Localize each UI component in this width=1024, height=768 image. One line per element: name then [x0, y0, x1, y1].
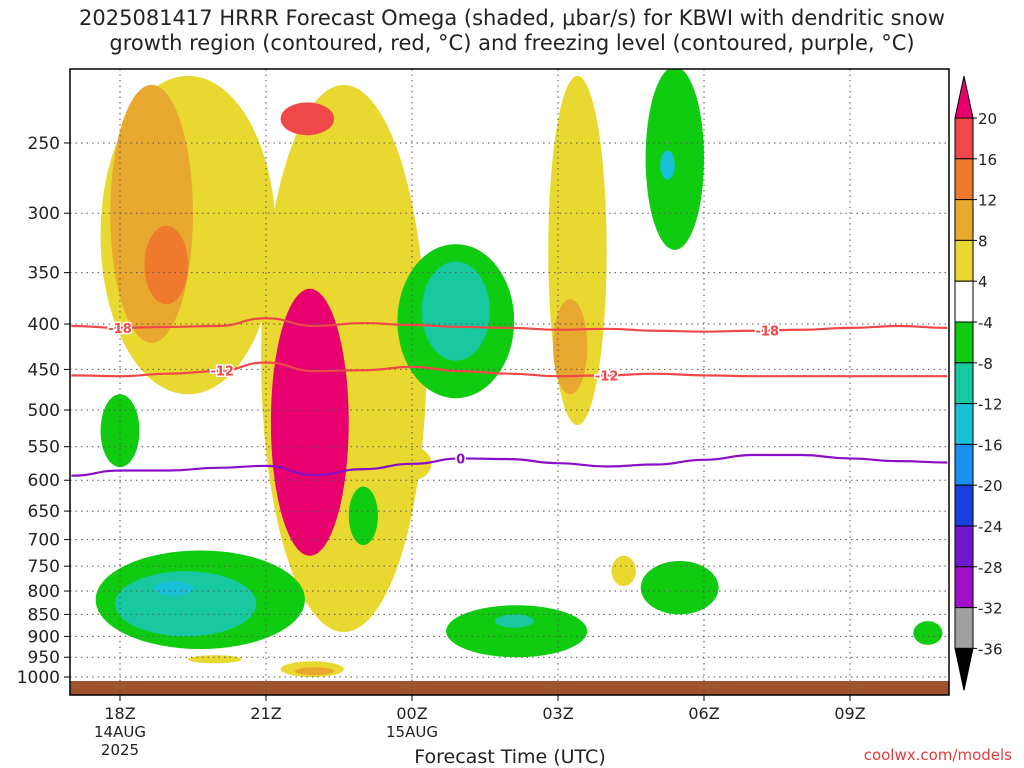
- omega-region-25: [295, 667, 335, 676]
- omega-region-5: [280, 102, 335, 136]
- colorbar-label: 16: [978, 151, 997, 169]
- ground-surface: [70, 681, 949, 695]
- colorbar-label: 4: [978, 273, 988, 291]
- x-tick-date-label: 14AUG: [94, 723, 146, 741]
- contour-label--18: -18: [108, 322, 132, 337]
- omega-region-18: [913, 621, 943, 645]
- x-tick-label: 03Z: [542, 704, 573, 723]
- y-tick-label: 750: [28, 557, 60, 577]
- omega-region-16: [494, 614, 534, 628]
- y-tick-label: 700: [28, 531, 60, 551]
- colorbar-label: -28: [978, 559, 1003, 577]
- colorbar-swatch: [954, 239, 974, 282]
- colorbar-label: -20: [978, 477, 1003, 495]
- y-tick-label: 650: [28, 502, 60, 522]
- y-tick-label: 450: [28, 360, 60, 380]
- omega-region-13: [115, 571, 257, 637]
- y-tick-label: 500: [28, 401, 60, 421]
- x-axis-label: Forecast Time (UTC): [414, 746, 606, 768]
- colorbar-label: -8: [978, 355, 993, 373]
- y-tick-label: 250: [28, 134, 60, 154]
- omega-region-1: [110, 84, 193, 343]
- colorbar-swatch: [954, 484, 974, 527]
- x-tick-label: 21Z: [250, 704, 281, 723]
- omega-region-17: [640, 561, 719, 615]
- y-tick-label: 950: [28, 648, 60, 668]
- contour-line-0: [71, 453, 948, 477]
- omega-shading: [95, 69, 943, 677]
- chart-title: 2025081417 HRRR Forecast Omega (shaded, …: [79, 6, 945, 55]
- contour-label--18: -18: [756, 324, 780, 339]
- contour-label-0: 0: [456, 452, 465, 467]
- colorbar-swatch: [954, 199, 974, 241]
- y-tick-label: 550: [28, 438, 60, 458]
- x-tick-label: 18Z: [104, 704, 135, 723]
- y-tick-label: 900: [28, 627, 60, 647]
- colorbar-swatch: [954, 607, 974, 649]
- omega-region-22: [188, 655, 242, 664]
- ground-strip: [70, 681, 949, 695]
- temperature-contours: -18 -18 -12 -12 0: [71, 317, 948, 477]
- y-tick-label: 1000: [17, 668, 60, 688]
- contour-line--18: [71, 317, 948, 333]
- x-tick-label: 06Z: [688, 704, 719, 723]
- y-tick-label: 600: [28, 471, 60, 491]
- colorbar-swatch: [954, 403, 974, 445]
- contour-line--12: [71, 361, 948, 378]
- y-tick-label: 300: [28, 204, 60, 224]
- colorbar-label: -24: [978, 518, 1003, 536]
- y-tick-label: 850: [28, 605, 60, 625]
- colorbar-swatch: [954, 280, 974, 323]
- pressure-axis: 2503003504004505005506006507007508008509…: [17, 134, 70, 688]
- omega-region-2: [144, 225, 189, 305]
- omega-region-11: [660, 150, 675, 180]
- colorbar-label: -16: [978, 436, 1003, 454]
- omega-region-14: [154, 581, 194, 596]
- x-tick-date-label: 15AUG: [386, 723, 438, 741]
- colorbar-swatch: [954, 525, 974, 568]
- omega-region-4: [270, 288, 349, 556]
- colorbar-label: 8: [978, 232, 988, 250]
- colorbar-label: 12: [978, 192, 997, 210]
- y-tick-label: 800: [28, 582, 60, 602]
- source-credit: coolwx.com/models: [863, 746, 1012, 764]
- omega-region-9: [553, 299, 588, 395]
- colorbar-swatch: [954, 443, 974, 486]
- omega-region-19: [100, 394, 140, 468]
- colorbar-label: -4: [978, 314, 993, 332]
- grid-lines: [70, 69, 949, 695]
- contour-label--12: -12: [595, 369, 619, 384]
- omega-region-15: [446, 605, 588, 658]
- colorbar-bottom-arrow: [954, 647, 974, 691]
- omega-region-10: [645, 69, 704, 250]
- plot-frame: [69, 68, 950, 696]
- x-tick-label: 00Z: [396, 704, 427, 723]
- colorbar-label: -36: [978, 640, 1003, 658]
- x-tick-year-label: 2025: [101, 741, 139, 759]
- contour-label--12: -12: [210, 364, 234, 379]
- colorbar-swatch: [954, 566, 974, 609]
- colorbar-label: -12: [978, 396, 1003, 414]
- colorbar-swatch: [954, 321, 974, 364]
- colorbar-top-arrow: [954, 75, 974, 119]
- omega-region-7: [421, 261, 490, 361]
- x-tick-label: 09Z: [834, 704, 865, 723]
- y-tick-label: 400: [28, 315, 60, 335]
- omega-region-24: [611, 555, 636, 587]
- colorbar-swatch: [954, 362, 974, 405]
- y-tick-label: 350: [28, 264, 60, 284]
- colorbar-label: 20: [978, 110, 997, 128]
- colorbar-legend: 20 16 12 8 4 -4 -8 -12 -16 -20 -24 -28 -32 -36: [954, 75, 1003, 691]
- colorbar-swatch: [954, 158, 974, 201]
- colorbar-label: -32: [978, 600, 1003, 618]
- colorbar-swatch: [954, 117, 974, 160]
- omega-region-20: [348, 486, 378, 546]
